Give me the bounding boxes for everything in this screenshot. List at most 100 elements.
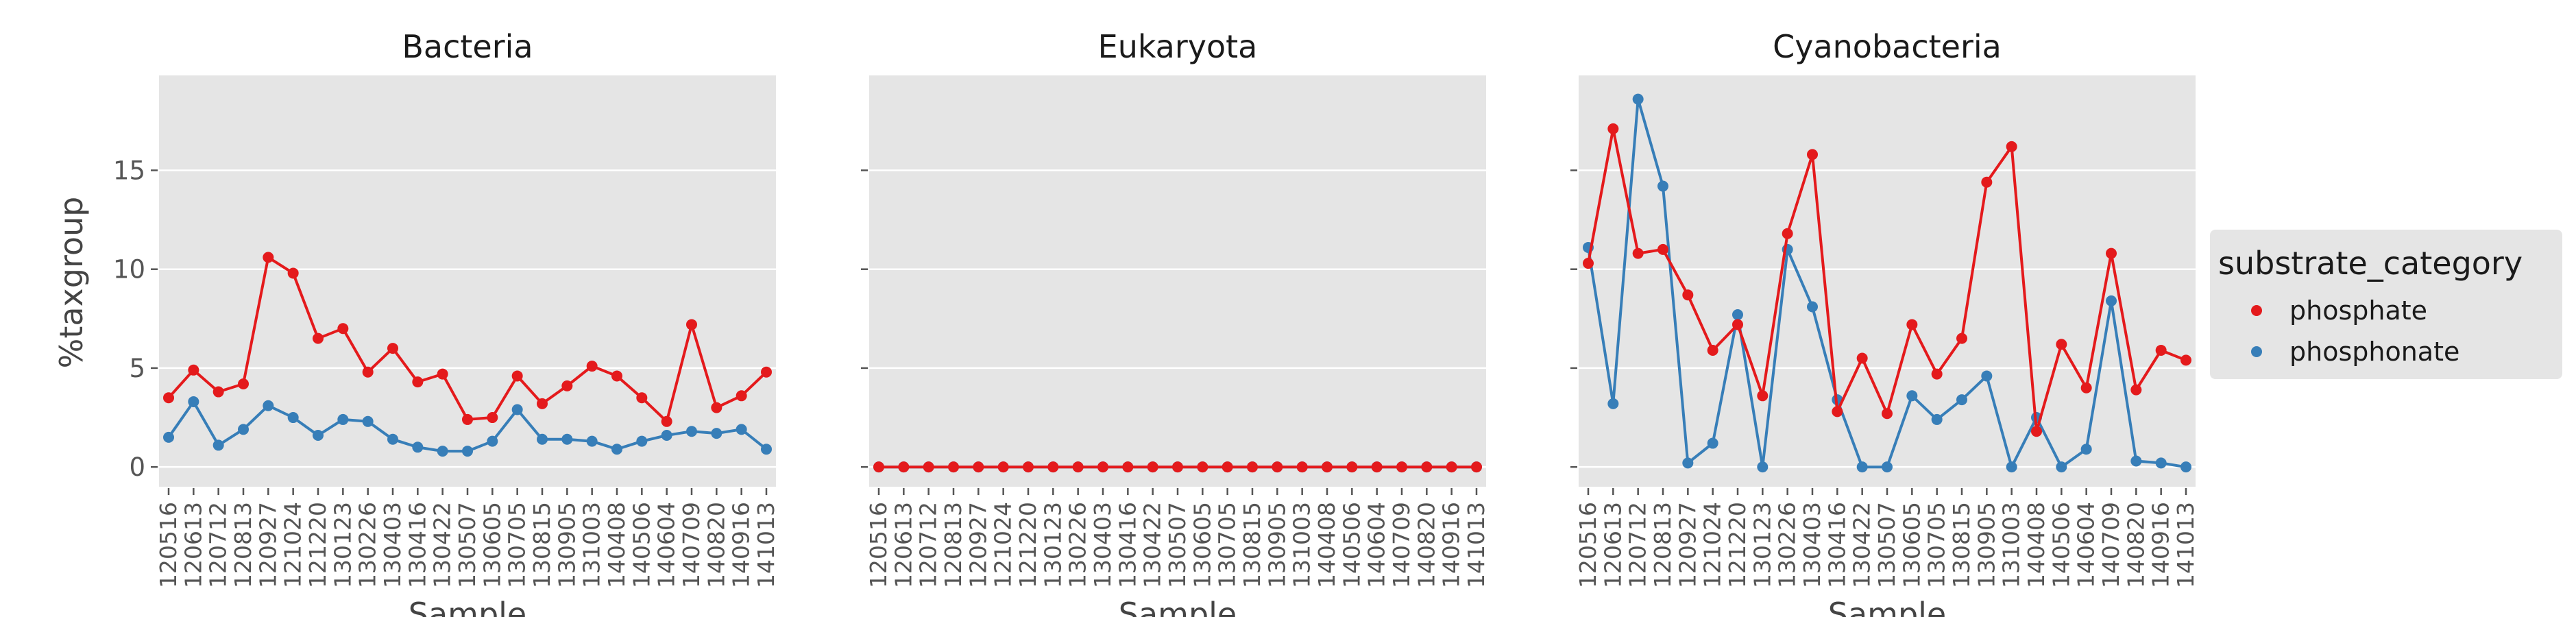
x-tick-label: 130507 [1873, 502, 1900, 588]
data-point-phosphonate [313, 430, 324, 441]
data-point-phosphonate [2155, 457, 2167, 469]
x-tick-label: 130705 [1923, 502, 1950, 588]
x-tick-label: 120516 [865, 502, 892, 588]
y-tick-label: 5 [129, 354, 145, 383]
data-point-phosphate [636, 392, 648, 404]
data-point-phosphonate [511, 404, 523, 415]
data-point-phosphonate [1732, 309, 1743, 321]
data-point-phosphate [611, 370, 622, 382]
data-point-phosphate [263, 252, 274, 263]
data-point-phosphate [1197, 461, 1208, 473]
data-point-phosphate [1097, 461, 1108, 473]
x-tick-label: 141013 [1463, 502, 1490, 588]
x-tick-label: 140916 [1438, 502, 1465, 588]
data-point-phosphate [287, 267, 299, 279]
x-tick-label: 130226 [1065, 502, 1091, 588]
data-point-phosphate [711, 402, 722, 413]
x-tick-label: 120712 [205, 502, 232, 588]
x-tick-label: 140506 [2048, 502, 2074, 588]
data-point-phosphate [661, 415, 672, 427]
data-point-phosphonate [586, 435, 598, 447]
data-point-phosphonate [212, 439, 224, 451]
x-tick-label: 130507 [454, 502, 481, 588]
data-point-phosphate [1856, 352, 1868, 364]
data-point-phosphate [1807, 149, 1818, 160]
data-point-phosphonate [2180, 461, 2191, 473]
panel-title: Cyanobacteria [1773, 28, 2002, 65]
x-tick-label: 140820 [703, 502, 729, 588]
x-tick-label: 140408 [1313, 502, 1340, 588]
data-point-phosphate [1981, 176, 1993, 188]
data-point-phosphate [1047, 461, 1059, 473]
data-point-phosphate [437, 368, 448, 380]
data-point-phosphate [923, 461, 934, 473]
data-point-phosphate [1371, 461, 1383, 473]
x-tick-label: 130705 [504, 502, 531, 588]
data-point-phosphate [948, 461, 959, 473]
x-tick-label: 130815 [528, 502, 555, 588]
x-tick-label: 120813 [940, 502, 967, 588]
x-tick-label: 140604 [653, 502, 680, 588]
data-point-phosphate [1757, 390, 1769, 402]
data-point-phosphate [2006, 141, 2017, 152]
data-point-phosphate [188, 364, 199, 376]
x-tick-label: 121220 [1724, 502, 1751, 588]
x-tick-label: 130123 [1039, 502, 1066, 588]
data-point-phosphate [1931, 368, 1943, 380]
x-tick-label: 120613 [1599, 502, 1626, 588]
data-point-phosphonate [362, 415, 374, 427]
data-point-phosphate [1732, 319, 1743, 330]
data-point-phosphate [2155, 344, 2167, 356]
data-point-phosphonate [1607, 398, 1619, 409]
data-point-phosphonate [1956, 394, 1967, 406]
data-point-phosphonate [462, 446, 473, 457]
x-tick-label: 130815 [1948, 502, 1975, 588]
data-point-phosphate [1122, 461, 1134, 473]
data-point-phosphate [736, 390, 747, 402]
x-tick-label: 140506 [628, 502, 655, 588]
y-tick-label: 0 [129, 452, 145, 482]
data-point-phosphate [1707, 344, 1718, 356]
x-tick-label: 120927 [1674, 502, 1701, 588]
x-tick-label: 141013 [753, 502, 779, 588]
x-tick-label: 130605 [1898, 502, 1925, 588]
x-tick-label: 130905 [1973, 502, 2000, 588]
data-point-phosphonate [387, 433, 398, 445]
x-tick-label: 141013 [2172, 502, 2199, 588]
data-point-phosphate [1296, 461, 1308, 473]
data-point-phosphate [337, 323, 349, 335]
panel-eukaryota: Eukaryota1205161206131207121208131209271… [861, 28, 1490, 617]
x-tick-label: 130905 [1263, 502, 1290, 588]
facet-panels: 051015Bacteria12051612061312071212081312… [113, 28, 2199, 617]
data-point-phosphate [1607, 123, 1619, 134]
data-point-phosphonate [736, 424, 747, 435]
data-point-phosphonate [1981, 370, 1993, 382]
x-tick-label: 130422 [429, 502, 456, 588]
y-tick-label: 15 [113, 156, 145, 185]
legend-label-phosphate: phosphate [2289, 295, 2427, 326]
legend-marker-phosphonate [2251, 346, 2262, 357]
data-point-phosphonate [537, 433, 548, 445]
x-tick-label: 140604 [2073, 502, 2100, 588]
x-tick-label: 130422 [1139, 502, 1166, 588]
data-point-phosphonate [711, 428, 722, 439]
x-tick-label: 130815 [1239, 502, 1265, 588]
data-point-phosphate [412, 376, 424, 388]
data-point-phosphate [1072, 461, 1084, 473]
x-tick-label: 140604 [1363, 502, 1390, 588]
x-tick-label: 120712 [915, 502, 942, 588]
x-tick-label: 131003 [1998, 502, 2025, 588]
plot-background [159, 75, 776, 487]
data-point-phosphate [1421, 461, 1433, 473]
panel-title: Eukaryota [1098, 28, 1258, 65]
x-tick-label: 130403 [379, 502, 406, 588]
data-point-phosphate [1956, 332, 1967, 344]
data-point-phosphate [1446, 461, 1457, 473]
legend-marker-phosphate [2251, 305, 2262, 316]
data-point-phosphonate [761, 444, 772, 455]
data-point-phosphate [2106, 247, 2117, 259]
data-point-phosphate [1657, 243, 1668, 255]
data-point-phosphate [238, 378, 249, 389]
panel-bacteria: 051015Bacteria12051612061312071212081312… [113, 28, 779, 617]
data-point-phosphonate [2056, 461, 2067, 473]
